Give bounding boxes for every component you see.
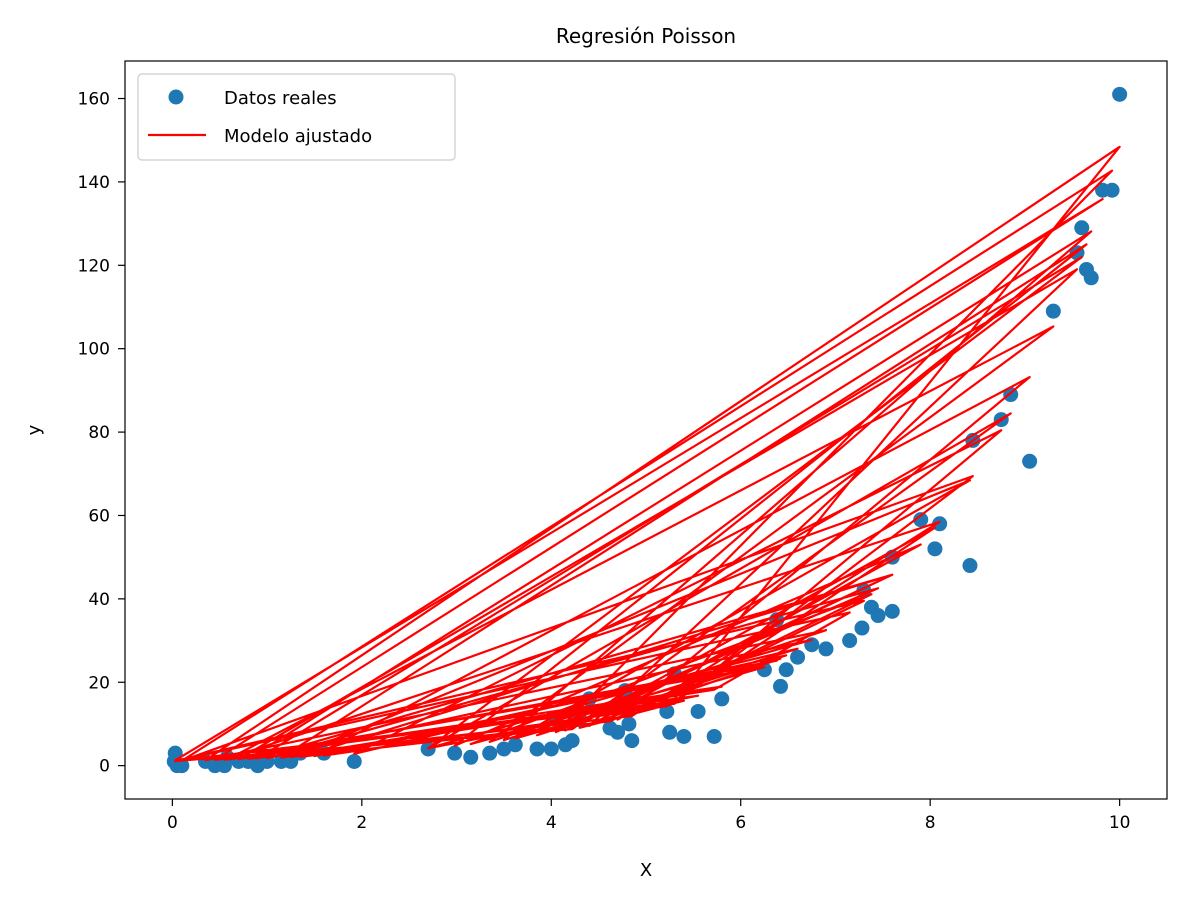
chart-title: Regresión Poisson [556, 24, 736, 48]
data-point [778, 662, 794, 678]
y-tick-label: 40 [88, 590, 110, 610]
data-point [913, 512, 929, 528]
y-tick-label: 0 [99, 757, 110, 777]
data-point [927, 541, 943, 557]
plot-area-frame [124, 60, 1168, 800]
data-point [854, 620, 870, 636]
data-point [543, 741, 559, 757]
data-point [676, 728, 692, 744]
x-axis-label: X [640, 860, 652, 881]
data-point [529, 741, 545, 757]
legend-box [137, 73, 456, 161]
x-tick-label: 0 [167, 813, 178, 833]
fitted-model-line [173, 145, 1121, 763]
legend-marker-datos-reales [168, 89, 184, 105]
data-point [818, 641, 834, 657]
data-point [621, 716, 637, 732]
data-point [507, 737, 523, 753]
data-point [1074, 220, 1090, 236]
legend: Datos reales Modelo ajustado [137, 73, 456, 161]
data-point [690, 703, 706, 719]
legend-label-modelo-ajustado: Modelo ajustado [224, 126, 372, 147]
data-layer [166, 86, 1128, 774]
data-point [447, 745, 463, 761]
x-tick-label: 10 [1109, 813, 1131, 833]
x-tick-label: 4 [546, 813, 557, 833]
data-point [706, 728, 722, 744]
data-point [610, 724, 626, 740]
data-point [624, 733, 640, 749]
data-point [962, 558, 978, 574]
y-tick-label: 160 [78, 90, 110, 110]
data-point [1104, 182, 1120, 198]
data-point [1112, 86, 1128, 102]
legend-label-datos-reales: Datos reales [224, 88, 337, 109]
data-point [564, 733, 580, 749]
data-point [884, 603, 900, 619]
y-tick-label: 20 [88, 673, 110, 693]
data-point [714, 691, 730, 707]
x-tick-label: 8 [925, 813, 936, 833]
data-point [1045, 303, 1061, 319]
x-tick-label: 2 [356, 813, 367, 833]
y-tick-label: 120 [78, 256, 110, 276]
data-point [496, 741, 512, 757]
y-axis-label: y [24, 424, 45, 435]
data-point [463, 749, 479, 765]
data-point [1022, 453, 1038, 469]
data-point [870, 608, 886, 624]
data-point [842, 633, 858, 649]
data-point [662, 724, 678, 740]
y-tick-label: 60 [88, 506, 110, 526]
data-point [790, 649, 806, 665]
data-point [346, 753, 362, 769]
y-tick-label: 140 [78, 173, 110, 193]
data-point [773, 678, 789, 694]
data-point [482, 745, 498, 761]
x-tick-label: 6 [735, 813, 746, 833]
y-tick-label: 80 [88, 423, 110, 443]
y-tick-label: 100 [78, 340, 110, 360]
data-point [1083, 270, 1099, 286]
